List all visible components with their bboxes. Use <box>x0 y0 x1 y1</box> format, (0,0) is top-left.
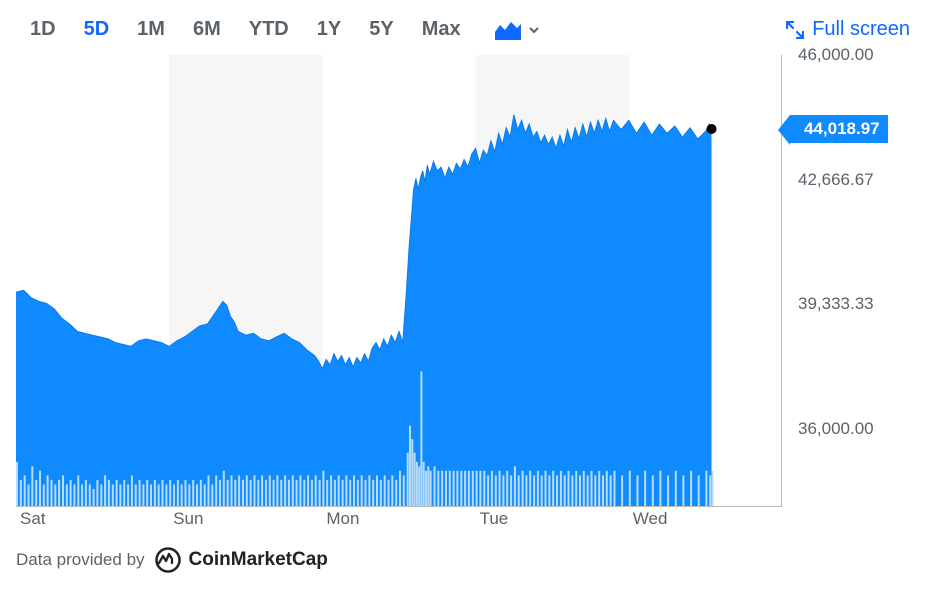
range-6m[interactable]: 6M <box>179 14 235 45</box>
current-price-flag: 44,018.97 <box>790 115 888 143</box>
y-tick: 36,000.00 <box>798 419 874 439</box>
x-tick: Tue <box>476 509 629 529</box>
price-chart <box>16 55 782 507</box>
attribution-footer: Data provided by CoinMarketCap <box>16 547 910 573</box>
fullscreen-icon <box>786 21 804 39</box>
attribution-prefix: Data provided by <box>16 550 145 570</box>
range-1d[interactable]: 1D <box>16 14 70 45</box>
y-axis: 46,000.0042,666.6739,333.3336,000.0044,0… <box>782 55 910 507</box>
range-toolbar: 1D5D1M6MYTD1Y5YMax Full screen <box>16 14 910 45</box>
range-5y[interactable]: 5Y <box>355 14 407 45</box>
fullscreen-button[interactable]: Full screen <box>786 18 910 41</box>
coinmarketcap-icon <box>155 547 181 573</box>
chart-area[interactable]: 46,000.0042,666.6739,333.3336,000.0044,0… <box>16 55 910 507</box>
x-tick: Mon <box>322 509 475 529</box>
chart-type-dropdown[interactable] <box>495 20 541 40</box>
y-tick: 46,000.00 <box>798 45 874 65</box>
y-tick: 42,666.67 <box>798 170 874 190</box>
range-5d[interactable]: 5D <box>70 14 124 45</box>
x-tick: Sat <box>16 509 169 529</box>
provider-name: CoinMarketCap <box>189 549 328 571</box>
fullscreen-label: Full screen <box>812 18 910 41</box>
range-1y[interactable]: 1Y <box>303 14 355 45</box>
y-tick: 39,333.33 <box>798 294 874 314</box>
x-tick: Wed <box>629 509 782 529</box>
range-max[interactable]: Max <box>408 14 475 45</box>
range-1m[interactable]: 1M <box>123 14 179 45</box>
x-axis: SatSunMonTueWed <box>16 509 782 529</box>
range-ytd[interactable]: YTD <box>235 14 303 45</box>
x-tick: Sun <box>169 509 322 529</box>
provider-link[interactable]: CoinMarketCap <box>155 547 328 573</box>
